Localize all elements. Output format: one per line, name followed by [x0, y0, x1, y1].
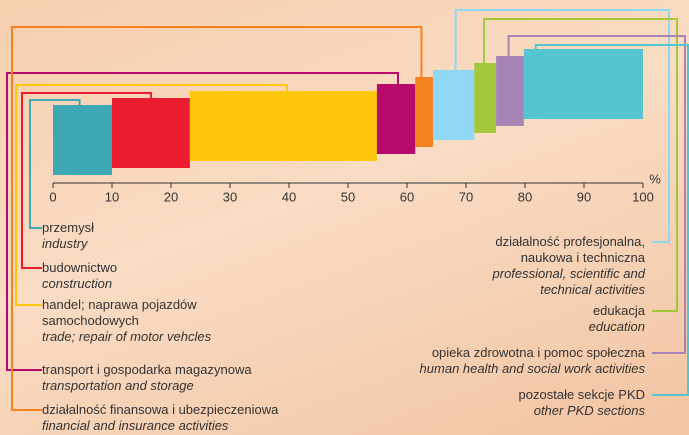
legend-label-en: trade; repair of motor vehcles [42, 329, 247, 345]
legend-label-en: professional, scientific and technical a… [477, 266, 645, 298]
x-tick-label: 10 [105, 189, 119, 204]
legend-label: opieka zdrowotna i pomoc społeczna [305, 345, 645, 361]
x-tick-label: 80 [518, 189, 532, 204]
legend-label: pozostałe sekcje PKD [345, 387, 645, 403]
page: 0 10 20 30 40 50 60 70 80 90 100% przemysłindustry… [0, 0, 689, 435]
segment [474, 63, 496, 133]
segment [496, 56, 524, 126]
segment [190, 91, 377, 161]
legend-label-en: other PKD sections [345, 403, 645, 419]
legend-label: działalność profesjonalna, naukowa i tec… [445, 234, 645, 266]
x-tick-label: 70 [459, 189, 473, 204]
legend-label: przemysł [42, 220, 302, 236]
x-tick-label: 30 [223, 189, 237, 204]
legend-label-en: education [345, 319, 645, 335]
segment [524, 49, 643, 119]
x-tick-label: 20 [164, 189, 178, 204]
legend-label-en: industry [42, 236, 302, 252]
x-tick-label: 0 [49, 189, 56, 204]
segment [433, 70, 474, 140]
x-tick-label: 100 [632, 189, 654, 204]
legend-label: handel; naprawa pojazdów samochodowych [42, 297, 247, 329]
legend-label: transport i gospodarka magazynowa [42, 362, 342, 378]
segment [112, 98, 190, 168]
legend-label-en: human health and social work activities [305, 361, 645, 377]
x-unit: % [649, 171, 661, 186]
segment [377, 84, 415, 154]
segment [415, 77, 433, 147]
x-tick-label: 60 [400, 189, 414, 204]
legend-label: budownictwo [42, 260, 302, 276]
legend-label-en: transportation and storage [42, 378, 342, 394]
x-tick-label: 50 [341, 189, 355, 204]
legend-label: edukacja [345, 303, 645, 319]
x-tick-label: 90 [577, 189, 591, 204]
x-tick-label: 40 [282, 189, 296, 204]
legend-label-en: financial and insurance activities [42, 418, 362, 434]
legend-entry: działalność profesjonalna, naukowa i tec… [445, 234, 645, 298]
legend-label-en: construction [42, 276, 302, 292]
legend-label: działalność finansowa i ubezpieczeniowa [42, 402, 362, 418]
segment [53, 105, 112, 175]
